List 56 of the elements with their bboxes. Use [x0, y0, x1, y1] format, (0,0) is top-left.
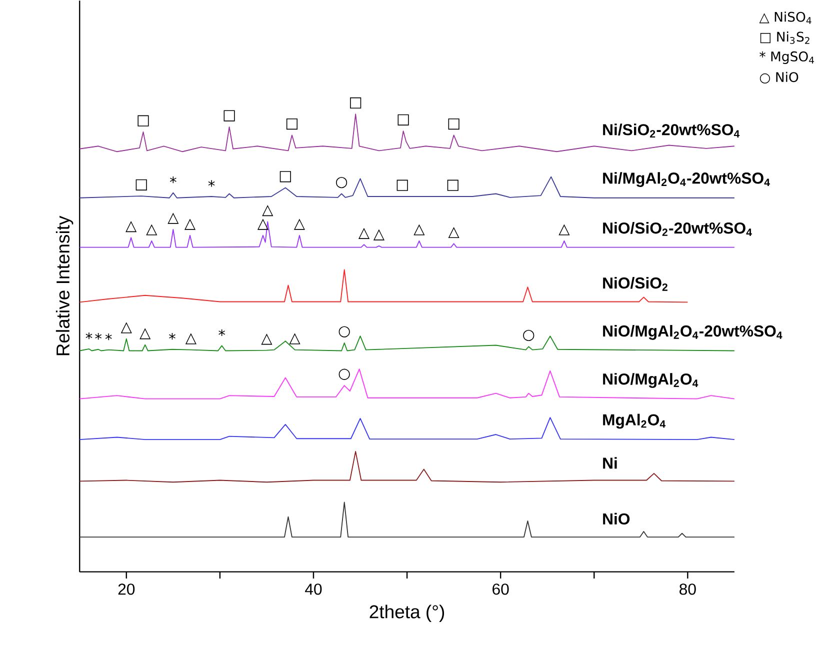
series-label: NiO/MgAl$_{2}$O$_{4}$-20wt%SO$_{4}$ — [603, 324, 782, 340]
annotation: △ — [294, 218, 305, 230]
annotation: □ — [138, 115, 149, 126]
annotation: * — [170, 176, 176, 183]
annotation: △ — [414, 224, 425, 236]
series-label: Ni/SiO$_{2}$-20wt%SO$_{4}$ — [603, 123, 740, 138]
annotation: * — [208, 180, 215, 187]
annotation: ○ — [523, 330, 534, 341]
x-tick-label: 40 — [305, 583, 322, 595]
annotation: △ — [448, 226, 460, 238]
annotation: □ — [286, 118, 298, 130]
annotation: * — [218, 329, 226, 336]
annotation: ○ — [336, 176, 348, 188]
annotation: △ — [261, 333, 272, 344]
annotation: □ — [447, 180, 458, 191]
annotation: △ — [140, 328, 151, 339]
annotation: □ — [280, 170, 291, 182]
annotation: △ — [358, 228, 370, 239]
x-axis-title: 2theta (°) — [370, 604, 444, 622]
annotation: □ — [448, 118, 460, 130]
annotation: □ — [398, 114, 409, 126]
annotation: △ — [126, 220, 137, 232]
annotation: * — [169, 332, 176, 340]
series-label: Ni/MgAl$_{2}$O$_{4}$-20wt%SO$_{4}$ — [603, 172, 770, 187]
annotation: □ — [396, 180, 408, 191]
series-label: MgAl$_{2}$O$_{4}$ — [603, 414, 666, 428]
annotation: △ — [120, 322, 132, 334]
annotation: △ — [146, 224, 158, 236]
series-label: NiO/SiO$_{2}$ — [603, 276, 668, 291]
text: * MgSO$_{4}$ — [760, 51, 814, 64]
y-axis-title: Relative Intensity — [56, 216, 74, 355]
series-label: NiO — [603, 512, 630, 524]
text: □ Ni$_{3}$S$_{2}$ — [760, 31, 810, 44]
annotation: * — [86, 332, 92, 339]
annotation: □ — [136, 179, 147, 190]
annotation: △ — [262, 204, 274, 216]
text: △ NiSO$_{4}$ — [759, 11, 812, 24]
annotation: □ — [224, 110, 235, 122]
annotation: ○ — [338, 368, 350, 380]
x-tick-label: 80 — [680, 583, 696, 595]
x-tick-label: 60 — [492, 583, 509, 595]
annotation: □ — [350, 97, 362, 108]
annotation: * — [105, 333, 112, 340]
annotation: △ — [185, 332, 196, 344]
annotation: △ — [184, 218, 196, 230]
annotation: * — [95, 332, 102, 340]
text: ○ NiO — [760, 72, 798, 84]
annotation: △ — [289, 332, 300, 344]
annotation: △ — [168, 212, 179, 224]
series-label: Ni — [603, 456, 617, 468]
annotation: △ — [558, 224, 570, 236]
annotation: △ — [373, 229, 385, 240]
annotation: ○ — [338, 326, 350, 338]
series-label: NiO/SiO$_{2}$-20wt%SO$_{4}$ — [603, 222, 752, 236]
series-label: NiO/MgAl$_{2}$O$_{4}$ — [603, 372, 698, 388]
x-tick-label: 20 — [118, 583, 135, 595]
